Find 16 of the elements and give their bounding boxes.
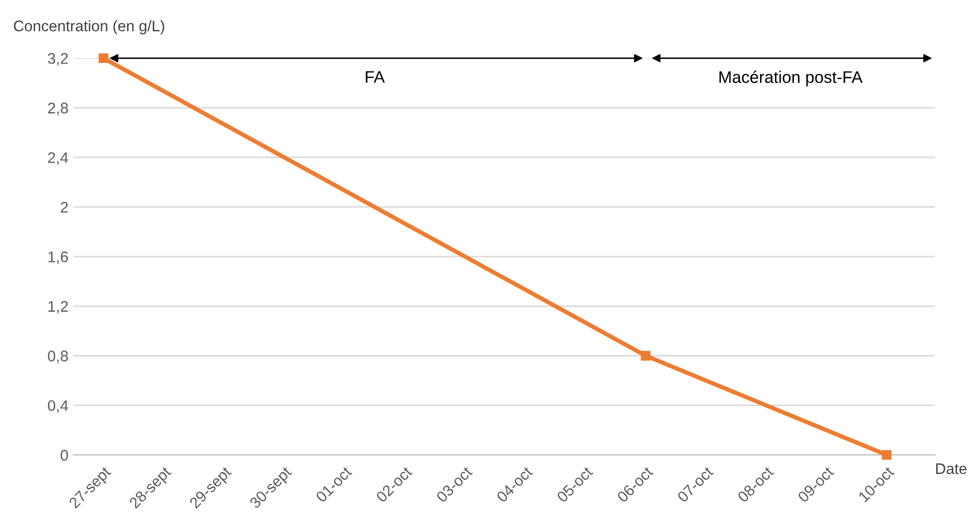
point (640, 350, 651, 361)
x-axis-title: Date (936, 463, 967, 474)
point (882, 450, 892, 460)
y-tick-label: 0,4 (48, 400, 68, 413)
y-tick-label: 0,8 (48, 350, 68, 364)
annotation: Macération post-FA (719, 70, 863, 86)
y-tick-label: 2,4 (48, 152, 68, 165)
y-axis-title: Concentration (en g/L) (14, 20, 164, 34)
annotation: FA (366, 71, 385, 83)
point (98, 53, 108, 64)
y-tick-label: 1,6 (48, 251, 68, 264)
y-tick-label: 2,8 (48, 102, 68, 116)
y-tick-label: 1,2 (48, 301, 68, 314)
y-tick-label: 0 (60, 450, 68, 461)
y-tick-label: 3,2 (48, 53, 68, 66)
y-tick-label: 2 (60, 202, 68, 213)
